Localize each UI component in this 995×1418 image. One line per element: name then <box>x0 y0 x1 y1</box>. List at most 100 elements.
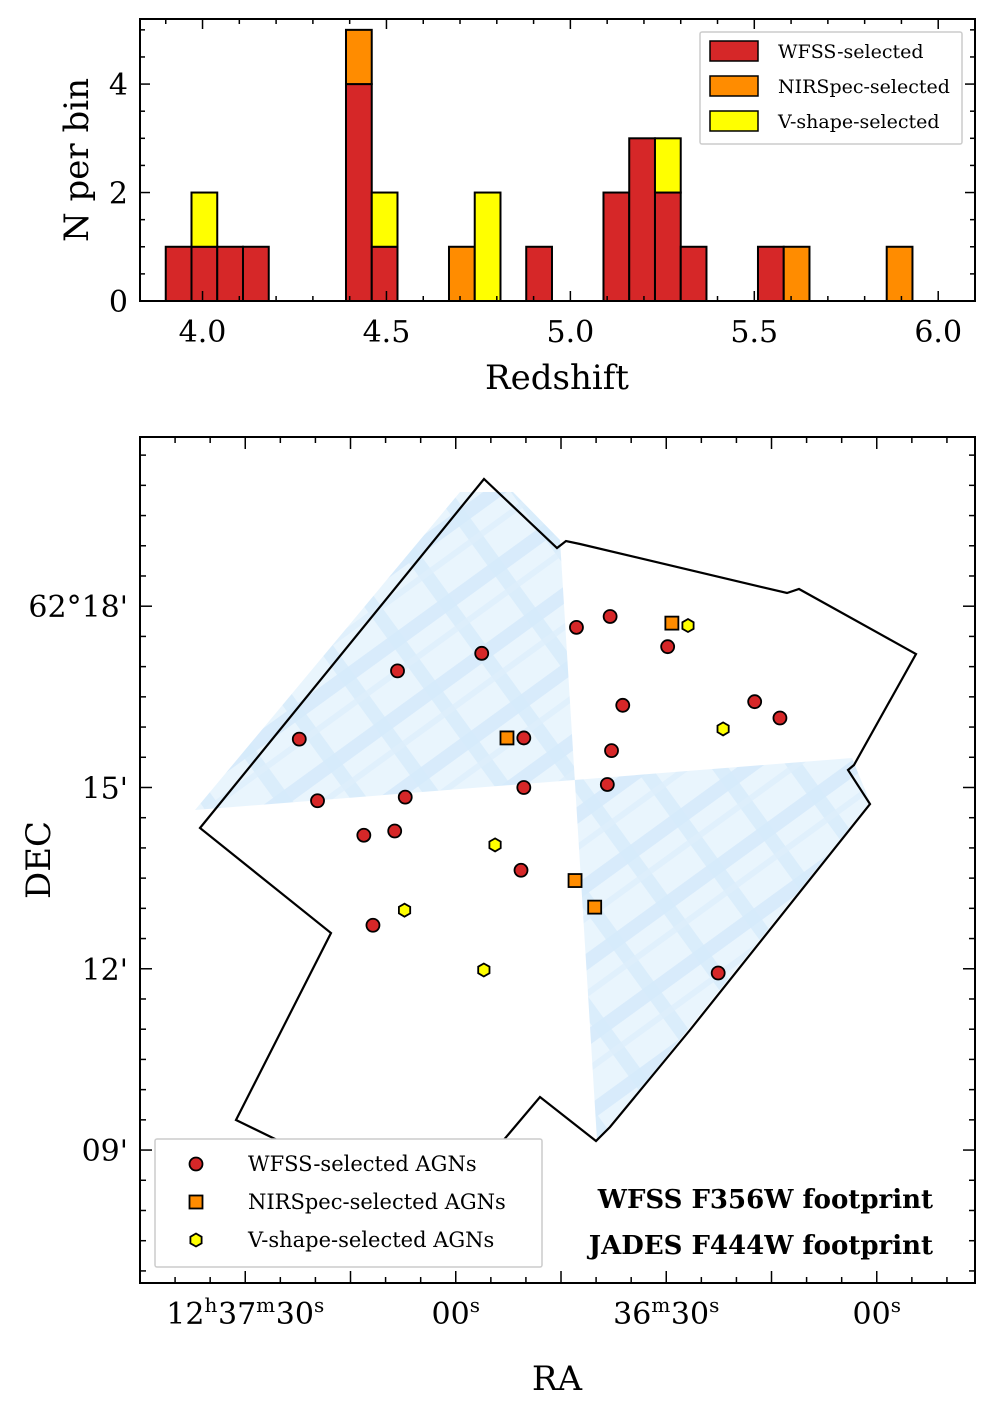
marker-v-shape-selected-agns <box>716 721 730 737</box>
marker-v-shape-selected-agns <box>488 837 502 853</box>
bar-v-shape-selected-bin-7 <box>473 191 502 301</box>
x-tick-label: 5.0 <box>547 315 595 350</box>
bar-wfss-selected-bin-9 <box>602 191 631 301</box>
bar-v-shape-selected-bin-11 <box>653 137 682 194</box>
bar-v-shape-selected-bin-1 <box>190 191 219 248</box>
marker-nirspec-selected-agns <box>567 873 583 888</box>
bar-wfss-selected-bin-2 <box>216 245 244 301</box>
sky-map-dec-tick-labels: 62°18' 15' 12' 09' <box>28 590 128 1169</box>
marker-v-shape-selected-agns <box>397 902 412 918</box>
bar-wfss-selected-bin-1 <box>190 245 219 301</box>
y-tick-label: 0 <box>109 285 128 320</box>
bar-wfss-selected-bin-12 <box>679 245 708 301</box>
ra-tick-part: 00 <box>853 1297 891 1332</box>
redshift-histogram: 4.0 4.5 5.0 5.5 6.0 0 2 4 Redshift N per bin W… <box>57 18 976 398</box>
sky-map-legend-markers <box>188 1156 204 1248</box>
ra-tick-unit: s <box>470 1293 480 1317</box>
sky-map: 12h 37m 30s 00s 36m 30s 00s 62°18'15'12'… <box>19 436 976 1399</box>
ra-tick-part: 12 <box>166 1297 204 1332</box>
bar-nirspec-selected-bin-4 <box>344 28 373 86</box>
bar-v-shape-selected-bin-5 <box>370 191 399 248</box>
bar-nirspec-selected-bin-14 <box>782 245 811 301</box>
bar-wfss-selected-bin-10 <box>628 137 656 301</box>
bar-wfss-selected-bin-4 <box>344 83 373 301</box>
ra-tick-label: 00s <box>853 1293 901 1332</box>
marker-wfss-selected-agns <box>516 780 532 795</box>
x-tick-label: 5.5 <box>730 315 778 350</box>
legend-label-wfss-agns: WFSS-selected AGNs <box>248 1152 477 1176</box>
marker-wfss-selected-agns <box>604 743 619 759</box>
marker-wfss-selected-agns <box>602 609 618 624</box>
bar-wfss-selected-bin-0 <box>164 245 193 301</box>
legend-swatch-wfss <box>709 40 759 62</box>
ra-tick-unit: s <box>891 1293 901 1317</box>
y-tick-label: 4 <box>109 68 128 103</box>
marker-v-shape-selected-agns <box>477 962 491 978</box>
dec-tick-label: 09' <box>82 1134 128 1169</box>
marker-wfss-selected-agns <box>747 694 763 710</box>
marker-wfss-selected-agns <box>660 639 676 655</box>
histogram-frame <box>139 18 976 302</box>
jades-footprint-label: JADES F444W footprint <box>587 1231 933 1261</box>
marker-wfss-selected-agns <box>390 663 405 679</box>
marker-wfss-selected-agns <box>615 697 631 713</box>
marker-wfss-selected-agns <box>710 965 726 981</box>
ra-tick-part: 30 <box>671 1297 709 1332</box>
sky-map-legend: WFSS-selected AGNs NIRSpec-selected AGNs… <box>154 1138 543 1268</box>
marker-wfss-selected-agns <box>474 645 490 661</box>
histogram-x-axis-title: Redshift <box>485 358 629 398</box>
legend-marker-wfss-selected-agns <box>188 1156 204 1172</box>
sky-map-frame <box>139 436 976 1284</box>
dec-tick-label: 15' <box>82 771 128 806</box>
marker-wfss-selected-agns <box>291 731 307 747</box>
x-tick-label: 4.0 <box>179 315 227 350</box>
marker-wfss-selected-agns <box>310 793 325 809</box>
marker-nirspec-selected-agns <box>664 615 680 631</box>
histogram-legend-box <box>699 31 963 145</box>
legend-marker-nirspec-selected-agns <box>188 1194 204 1210</box>
bar-wfss-selected-bin-8 <box>525 245 553 301</box>
marker-wfss-selected-agns <box>387 823 403 839</box>
wfss-f356w-footprint <box>195 492 870 1140</box>
marker-wfss-selected-agns <box>599 777 615 792</box>
sky-map-ra-tick-labels: 12h 37m 30s 00s 36m 30s 00s <box>166 1293 901 1332</box>
marker-wfss-selected-agns <box>397 789 413 805</box>
legend-label-wfss: WFSS-selected <box>778 41 924 63</box>
ra-tick-label: 00s <box>432 1293 480 1332</box>
ra-tick-unit: s <box>709 1293 719 1317</box>
ra-tick-unit: h <box>204 1293 217 1317</box>
ra-tick-part: 36 <box>613 1297 651 1332</box>
agn-markers <box>291 609 788 981</box>
ra-tick-label: 12h 37m 30s <box>166 1293 324 1332</box>
legend-label-nirspec: NIRSpec-selected <box>778 76 950 98</box>
bar-wfss-selected-bin-3 <box>241 245 270 301</box>
marker-nirspec-selected-agns <box>499 730 515 746</box>
marker-v-shape-selected-agns <box>681 617 695 634</box>
dec-tick-label: 12' <box>82 953 128 988</box>
y-tick-label: 2 <box>109 177 128 212</box>
histogram-x-tick-labels: 4.0 4.5 5.0 5.5 6.0 <box>179 315 962 350</box>
x-tick-label: 4.5 <box>363 315 411 350</box>
wfss-footprint-label: WFSS F356W footprint <box>597 1185 933 1215</box>
ra-tick-label: 36m 30s <box>613 1293 719 1332</box>
bar-wfss-selected-bin-5 <box>370 245 399 301</box>
ra-tick-part: 00 <box>432 1297 470 1332</box>
marker-wfss-selected-agns <box>516 730 532 746</box>
marker-nirspec-selected-agns <box>587 899 603 915</box>
ra-tick-unit: m <box>256 1293 275 1317</box>
histogram-y-tick-labels: 0 2 4 <box>109 68 128 320</box>
legend-label-nirspec-agns: NIRSpec-selected AGNs <box>248 1190 506 1214</box>
bar-wfss-selected-bin-13 <box>756 245 785 301</box>
histogram-y-axis-title: N per bin <box>57 78 97 242</box>
histogram-bars <box>164 28 914 301</box>
histogram-legend: WFSS-selected NIRSpec-selected V-shape-s… <box>699 31 963 145</box>
marker-wfss-selected-agns <box>365 917 381 933</box>
sky-map-legend-box <box>154 1138 543 1268</box>
bar-nirspec-selected-bin-15 <box>885 245 914 301</box>
legend-swatch-vshape <box>709 110 759 132</box>
marker-wfss-selected-agns <box>356 827 372 843</box>
ra-tick-unit: s <box>314 1293 324 1317</box>
ra-tick-part: 37 <box>218 1297 256 1332</box>
bar-wfss-selected-bin-11 <box>653 191 682 301</box>
